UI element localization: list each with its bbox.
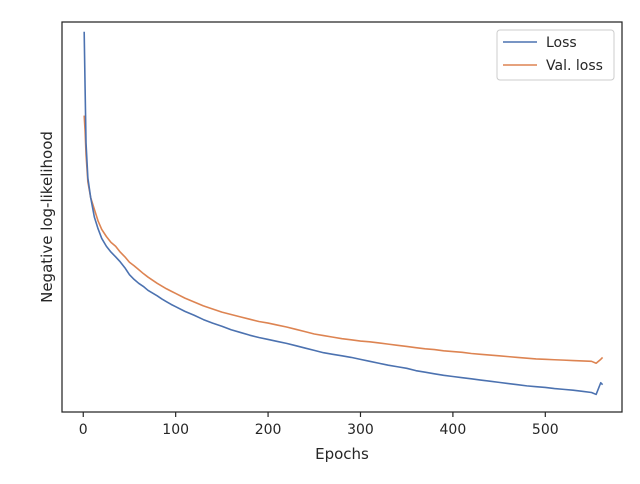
x-tick-label: 100 xyxy=(162,422,189,438)
x-tick-label: 500 xyxy=(532,422,559,438)
plot-frame xyxy=(61,21,623,413)
legend-label-loss: Loss xyxy=(546,35,577,51)
series-line-loss xyxy=(83,31,604,396)
x-ticks: 0 100 200 300 400 500 xyxy=(79,412,559,438)
legend: Loss Val. loss xyxy=(496,29,615,81)
x-axis-label: Epochs xyxy=(315,445,369,463)
x-tick-label: 200 xyxy=(255,422,282,438)
x-tick-label: 400 xyxy=(440,422,467,438)
y-axis-label: Negative log-likelihood xyxy=(38,131,56,303)
legend-label-val-loss: Val. loss xyxy=(546,58,603,74)
x-tick-label: 300 xyxy=(347,422,374,438)
series-line-val-loss xyxy=(83,115,604,365)
x-tick-label: 0 xyxy=(79,422,88,438)
plot-area xyxy=(62,22,622,412)
series-layer xyxy=(83,31,604,396)
